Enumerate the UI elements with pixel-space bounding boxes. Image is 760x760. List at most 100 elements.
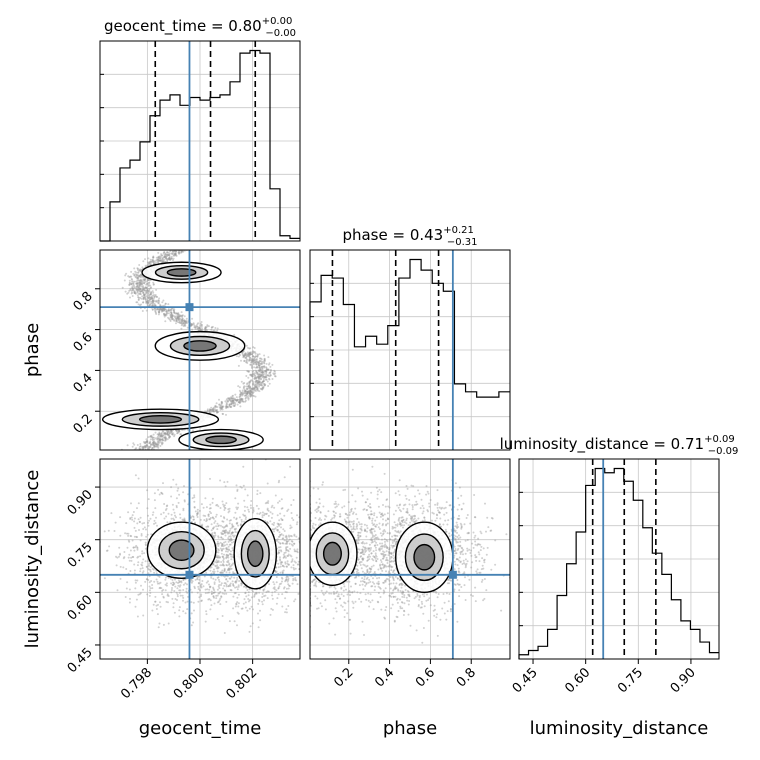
sample-point-1791 <box>184 320 187 323</box>
sample-point-443 <box>178 321 181 324</box>
sample-point-876 <box>153 444 156 447</box>
sample-point-465 <box>148 589 151 592</box>
sample-point-60 <box>395 582 398 585</box>
sample-point-1023 <box>147 447 150 450</box>
sample-point-1522 <box>216 543 219 545</box>
sample-point-571 <box>259 511 262 514</box>
sample-point-2072 <box>142 288 145 291</box>
sample-point-2351 <box>157 626 160 629</box>
sample-point-2096 <box>148 581 151 584</box>
sample-point-98 <box>220 403 223 406</box>
sample-point-16 <box>233 528 236 530</box>
sample-point-437 <box>144 298 147 301</box>
sample-point-175 <box>153 519 156 522</box>
sample-point-967 <box>251 373 254 376</box>
sample-point-391 <box>293 533 296 536</box>
sample-point-52 <box>456 517 459 520</box>
sample-point-1356 <box>334 600 336 602</box>
sample-point-1039 <box>178 317 181 320</box>
sample-point-2155 <box>255 362 258 365</box>
sample-point-918 <box>186 322 188 324</box>
sample-point-1924 <box>215 504 218 507</box>
sample-point-294 <box>177 316 180 319</box>
sample-point-27 <box>436 596 439 599</box>
sample-point-378 <box>167 434 170 437</box>
sample-point-2192 <box>249 374 252 377</box>
sample-point-1859 <box>155 443 158 446</box>
sample-point-2500 <box>227 585 230 588</box>
sample-point-337 <box>139 292 142 295</box>
sample-point-238 <box>264 369 267 372</box>
sample-point-489 <box>231 531 234 534</box>
sample-point-2015 <box>271 528 274 531</box>
sample-point-830 <box>260 384 263 387</box>
sample-point-1842 <box>237 584 240 587</box>
sample-point-1872 <box>148 261 151 263</box>
sample-point-2082 <box>183 319 186 322</box>
sample-point-1829 <box>213 329 216 332</box>
sample-point-203 <box>262 380 265 383</box>
sample-point-1445 <box>149 304 151 307</box>
sample-point-534 <box>255 386 258 389</box>
sample-point-241 <box>182 578 185 581</box>
sample-point-79 <box>137 299 140 301</box>
sample-point-746 <box>242 382 245 385</box>
sample-point-544 <box>157 438 160 441</box>
sample-point-904 <box>217 556 220 559</box>
sample-point-1210 <box>251 355 254 358</box>
sample-point-1138 <box>166 431 169 434</box>
sample-point-1054 <box>231 402 234 405</box>
sample-point-837 <box>258 591 261 594</box>
sample-point-390 <box>237 385 240 388</box>
sample-point-614 <box>131 280 133 283</box>
density-luminosity_distance-vs-phase <box>310 459 510 644</box>
sample-point-1955 <box>256 382 259 384</box>
sample-point-279 <box>148 442 151 445</box>
sample-point-22 <box>394 492 397 495</box>
sample-point-2121 <box>229 553 232 556</box>
sample-point-1821 <box>197 329 200 332</box>
sample-point-1671 <box>250 359 252 362</box>
sample-point-1713 <box>140 290 142 293</box>
sample-point-832 <box>253 376 256 379</box>
sample-point-475 <box>213 568 215 571</box>
sample-point-1122 <box>178 589 181 592</box>
sample-point-152 <box>162 595 165 598</box>
sample-point-1071 <box>176 317 179 319</box>
sample-point-2318 <box>294 567 297 570</box>
sample-point-167 <box>141 445 144 448</box>
sample-point-137 <box>172 318 175 321</box>
sample-point-1940 <box>148 303 151 306</box>
sample-point-1250 <box>261 381 264 384</box>
sample-point-2105 <box>178 321 181 324</box>
sample-point-733 <box>273 590 276 593</box>
sample-point-295 <box>150 435 153 438</box>
sample-point-1407 <box>149 570 152 573</box>
sample-point-53 <box>459 544 462 547</box>
sample-point-349 <box>304 528 306 530</box>
sample-point-4 <box>196 511 199 514</box>
sample-point-1978 <box>327 501 329 503</box>
sample-point-775 <box>142 291 145 294</box>
sample-point-1161 <box>160 260 163 263</box>
sample-point-2253 <box>217 561 220 563</box>
sample-point-1896 <box>138 281 141 284</box>
sample-point-1144 <box>263 359 266 362</box>
sample-point-78 <box>156 613 159 616</box>
sample-point-1238 <box>226 531 229 534</box>
sample-point-1898 <box>167 309 170 312</box>
sample-point-2375 <box>164 578 167 581</box>
sample-point-1604 <box>231 541 233 544</box>
sample-point-1478 <box>151 298 154 301</box>
sample-point-1066 <box>251 382 254 385</box>
sample-point-82 <box>215 409 217 412</box>
sample-point-1136 <box>152 260 155 263</box>
sample-point-171 <box>133 292 136 294</box>
sample-point-1887 <box>287 534 290 537</box>
sample-point-36 <box>401 583 404 586</box>
sample-point-962 <box>170 431 173 434</box>
sample-point-816 <box>131 291 134 294</box>
sample-point-1813 <box>210 512 212 515</box>
sample-point-2194 <box>143 552 146 555</box>
sample-point-1702 <box>147 301 150 304</box>
